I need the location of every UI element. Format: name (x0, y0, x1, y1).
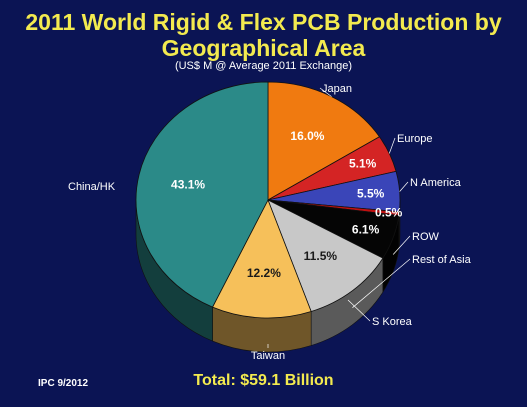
leader-line (392, 235, 411, 255)
pie-value-label: 6.1% (352, 222, 380, 236)
pie-value-label: 5.1% (349, 157, 377, 171)
pie-value-label: 12.2% (247, 266, 281, 280)
pie-value-label: 11.5% (304, 249, 338, 263)
chart-subtitle: (US$ M @ Average 2011 Exchange) (174, 60, 353, 72)
pie-slice-rest-of-asia (267, 199, 384, 313)
pie-category-labels: Japan Europe N America ROW Rest of Asia S Kor… (68, 83, 472, 362)
pie-side-walls (135, 199, 401, 353)
category-label-china-hk: China/HK (68, 181, 116, 193)
pie-data-labels: 16.0% 5.1% 5.5% 0.5% 6.1% 11.5% 12.2% 43.1% (171, 129, 403, 280)
leader-line (347, 299, 371, 322)
category-label-rest-of-asia: Rest of Asia (412, 254, 472, 266)
source-note: IPC 9/2012 (38, 378, 89, 389)
category-label-row: ROW (412, 231, 440, 243)
pie-value-label: 16.0% (290, 129, 324, 143)
chart-title-line2: Geographical Area (161, 35, 366, 61)
pie-value-label: 5.5% (357, 186, 385, 200)
pie-value-label: 0.5% (375, 206, 403, 220)
leader-line (388, 137, 396, 154)
category-label-n-america: N America (410, 177, 462, 189)
leader-line (399, 181, 409, 192)
pie-slices (135, 81, 401, 319)
pie-slice-china-hk (135, 81, 269, 308)
category-label-taiwan: Taiwan (251, 350, 285, 362)
leader-line (352, 258, 411, 308)
category-label-europe: Europe (397, 133, 432, 145)
leader-line (319, 87, 332, 97)
category-label-s-korea: S Korea (372, 316, 413, 328)
total-label: Total: $59.1 Billion (193, 372, 334, 389)
pie-value-label: 43.1% (171, 177, 205, 191)
chart-title-line1: 2011 World Rigid & Flex PCB Production b… (25, 9, 502, 35)
pie-slice-taiwan (211, 199, 312, 319)
category-label-japan: Japan (322, 83, 352, 95)
